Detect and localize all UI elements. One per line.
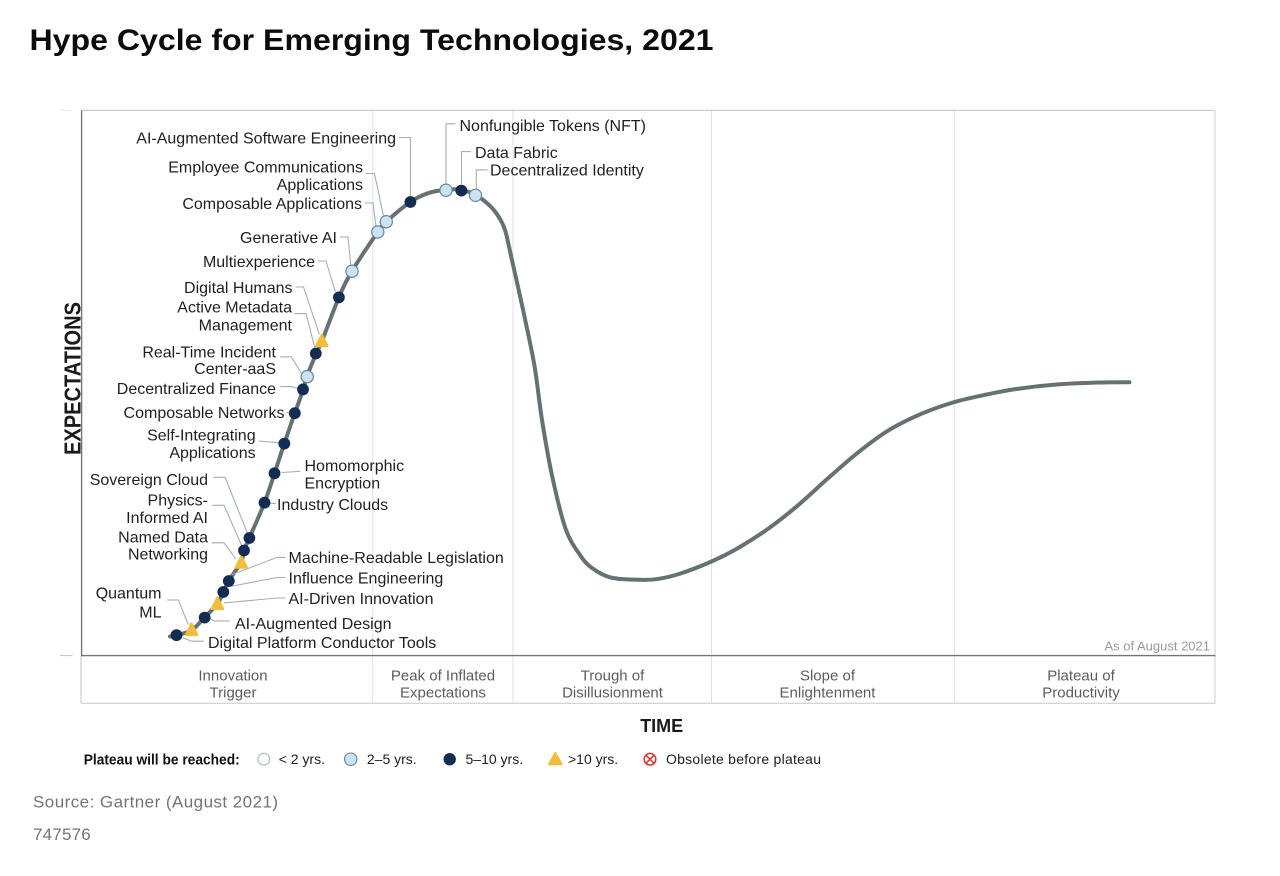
svg-text:EXPECTATIONS: EXPECTATIONS	[60, 302, 86, 455]
svg-text:Generative AI: Generative AI	[240, 230, 337, 247]
svg-text:AI-Augmented Design: AI-Augmented Design	[235, 616, 392, 633]
svg-text:Machine-Readable Legislation: Machine-Readable Legislation	[289, 550, 504, 567]
svg-text:Productivity: Productivity	[1042, 685, 1120, 702]
svg-text:Obsolete before plateau: Obsolete before plateau	[666, 751, 821, 767]
svg-text:Homomorphic: Homomorphic	[305, 458, 405, 475]
svg-text:Management: Management	[199, 317, 293, 334]
svg-text:Digital Platform Conductor Too: Digital Platform Conductor Tools	[208, 635, 436, 652]
svg-text:Source: Gartner (August 2021): Source: Gartner (August 2021)	[33, 793, 279, 812]
svg-text:AI-Driven Innovation: AI-Driven Innovation	[289, 591, 434, 608]
svg-text:Composable Applications: Composable Applications	[182, 196, 362, 213]
svg-text:Sovereign Cloud: Sovereign Cloud	[90, 472, 208, 489]
svg-text:Composable Networks: Composable Networks	[124, 405, 285, 422]
svg-text:Hype Cycle for Emerging Techno: Hype Cycle for Emerging Technologies, 20…	[30, 24, 714, 57]
svg-text:Self-Integrating: Self-Integrating	[147, 427, 256, 444]
svg-text:>10 yrs.: >10 yrs.	[568, 751, 618, 767]
svg-text:Industry Clouds: Industry Clouds	[277, 497, 388, 514]
svg-text:Multiexperience: Multiexperience	[203, 254, 315, 271]
svg-text:Influence Engineering: Influence Engineering	[289, 570, 444, 587]
svg-text:Expectations: Expectations	[400, 685, 486, 702]
svg-text:Innovation: Innovation	[198, 668, 267, 685]
svg-text:Employee Communications: Employee Communications	[168, 159, 363, 176]
svg-text:747576: 747576	[33, 825, 91, 844]
svg-text:Applications: Applications	[169, 445, 255, 462]
svg-text:2–5 yrs.: 2–5 yrs.	[367, 751, 417, 767]
svg-text:Informed AI: Informed AI	[126, 510, 208, 527]
svg-text:Plateau will be reached:: Plateau will be reached:	[84, 751, 240, 768]
svg-text:Applications: Applications	[277, 177, 363, 194]
svg-text:Real-Time Incident: Real-Time Incident	[142, 344, 276, 361]
svg-text:Trough of: Trough of	[581, 668, 645, 685]
svg-text:Center-aaS: Center-aaS	[194, 361, 276, 378]
svg-text:Slope of: Slope of	[800, 668, 856, 685]
svg-text:Digital Humans: Digital Humans	[184, 280, 292, 297]
svg-text:Data Fabric: Data Fabric	[475, 145, 558, 162]
svg-text:Trigger: Trigger	[210, 685, 257, 702]
svg-text:AI-Augmented Software Engineer: AI-Augmented Software Engineering	[136, 130, 396, 147]
svg-text:Named Data: Named Data	[118, 529, 208, 546]
svg-text:Enlightenment: Enlightenment	[780, 685, 877, 702]
svg-text:ML: ML	[139, 604, 161, 621]
svg-text:5–10 yrs.: 5–10 yrs.	[466, 751, 524, 767]
svg-text:Encryption: Encryption	[305, 476, 381, 493]
svg-text:Decentralized Identity: Decentralized Identity	[490, 163, 644, 180]
svg-text:Plateau of: Plateau of	[1047, 668, 1115, 685]
svg-text:Quantum: Quantum	[96, 585, 162, 602]
svg-text:< 2 yrs.: < 2 yrs.	[279, 751, 325, 767]
svg-text:Physics-: Physics-	[148, 493, 208, 510]
svg-text:Disillusionment: Disillusionment	[562, 685, 664, 702]
svg-text:As of August 2021: As of August 2021	[1104, 639, 1210, 654]
svg-text:Nonfungible Tokens (NFT): Nonfungible Tokens (NFT)	[460, 118, 646, 135]
svg-text:Active Metadata: Active Metadata	[177, 299, 292, 316]
svg-text:TIME: TIME	[640, 716, 683, 736]
svg-text:Networking: Networking	[128, 546, 208, 563]
svg-text:Peak of Inflated: Peak of Inflated	[391, 668, 495, 685]
svg-text:Decentralized Finance: Decentralized Finance	[117, 381, 276, 398]
